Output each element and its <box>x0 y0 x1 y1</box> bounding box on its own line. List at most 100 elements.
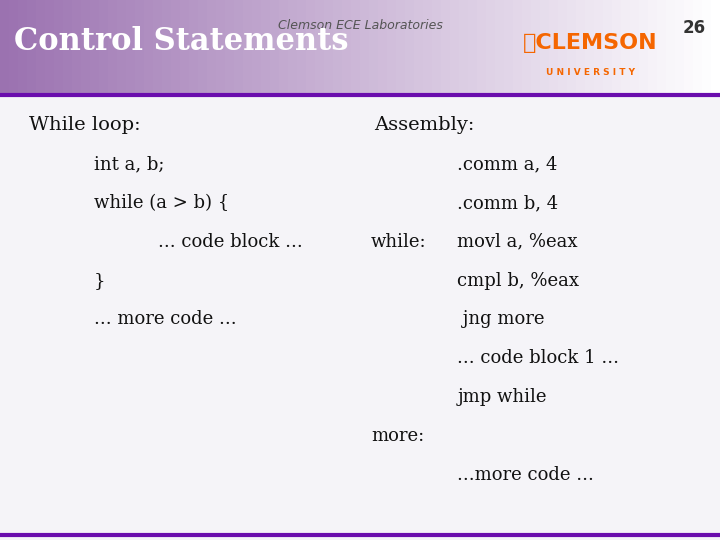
FancyBboxPatch shape <box>171 0 180 94</box>
FancyBboxPatch shape <box>360 0 369 94</box>
FancyBboxPatch shape <box>531 0 540 94</box>
FancyBboxPatch shape <box>252 0 261 94</box>
Text: Control Statements: Control Statements <box>14 26 349 57</box>
FancyBboxPatch shape <box>432 0 441 94</box>
FancyBboxPatch shape <box>540 0 549 94</box>
FancyBboxPatch shape <box>603 0 612 94</box>
FancyBboxPatch shape <box>198 0 207 94</box>
FancyBboxPatch shape <box>297 0 306 94</box>
FancyBboxPatch shape <box>423 0 432 94</box>
FancyBboxPatch shape <box>54 0 63 94</box>
FancyBboxPatch shape <box>693 0 702 94</box>
Text: jng more: jng more <box>457 310 545 328</box>
Text: U N I V E R S I T Y: U N I V E R S I T Y <box>546 68 635 77</box>
FancyBboxPatch shape <box>612 0 621 94</box>
FancyBboxPatch shape <box>567 0 576 94</box>
FancyBboxPatch shape <box>63 0 72 94</box>
FancyBboxPatch shape <box>189 0 198 94</box>
Text: jmp while: jmp while <box>457 388 546 406</box>
FancyBboxPatch shape <box>324 0 333 94</box>
FancyBboxPatch shape <box>549 0 558 94</box>
FancyBboxPatch shape <box>18 0 27 94</box>
FancyBboxPatch shape <box>81 0 90 94</box>
FancyBboxPatch shape <box>585 0 594 94</box>
Text: cmpl b, %eax: cmpl b, %eax <box>457 272 579 289</box>
FancyBboxPatch shape <box>711 0 720 94</box>
FancyBboxPatch shape <box>342 0 351 94</box>
FancyBboxPatch shape <box>477 0 486 94</box>
Text: Clemson ECE Laboratories: Clemson ECE Laboratories <box>278 19 442 32</box>
FancyBboxPatch shape <box>0 0 9 94</box>
FancyBboxPatch shape <box>666 0 675 94</box>
Text: 26: 26 <box>683 19 706 37</box>
FancyBboxPatch shape <box>288 0 297 94</box>
FancyBboxPatch shape <box>126 0 135 94</box>
FancyBboxPatch shape <box>630 0 639 94</box>
Text: while (a > b) {: while (a > b) { <box>94 194 229 212</box>
Text: While loop:: While loop: <box>29 116 140 134</box>
FancyBboxPatch shape <box>153 0 162 94</box>
FancyBboxPatch shape <box>576 0 585 94</box>
FancyBboxPatch shape <box>333 0 342 94</box>
Text: ... more code ...: ... more code ... <box>94 310 236 328</box>
FancyBboxPatch shape <box>135 0 144 94</box>
FancyBboxPatch shape <box>234 0 243 94</box>
Text: movl a, %eax: movl a, %eax <box>457 233 577 251</box>
FancyBboxPatch shape <box>621 0 630 94</box>
FancyBboxPatch shape <box>468 0 477 94</box>
FancyBboxPatch shape <box>279 0 288 94</box>
FancyBboxPatch shape <box>351 0 360 94</box>
FancyBboxPatch shape <box>405 0 414 94</box>
FancyBboxPatch shape <box>450 0 459 94</box>
FancyBboxPatch shape <box>657 0 666 94</box>
FancyBboxPatch shape <box>108 0 117 94</box>
FancyBboxPatch shape <box>45 0 54 94</box>
FancyBboxPatch shape <box>261 0 270 94</box>
FancyBboxPatch shape <box>90 0 99 94</box>
FancyBboxPatch shape <box>162 0 171 94</box>
FancyBboxPatch shape <box>243 0 252 94</box>
FancyBboxPatch shape <box>225 0 234 94</box>
FancyBboxPatch shape <box>639 0 648 94</box>
FancyBboxPatch shape <box>9 0 18 94</box>
FancyBboxPatch shape <box>180 0 189 94</box>
FancyBboxPatch shape <box>207 0 216 94</box>
FancyBboxPatch shape <box>99 0 108 94</box>
FancyBboxPatch shape <box>216 0 225 94</box>
Text: }: } <box>94 272 105 289</box>
FancyBboxPatch shape <box>513 0 522 94</box>
FancyBboxPatch shape <box>675 0 684 94</box>
FancyBboxPatch shape <box>504 0 513 94</box>
FancyBboxPatch shape <box>684 0 693 94</box>
FancyBboxPatch shape <box>378 0 387 94</box>
FancyBboxPatch shape <box>594 0 603 94</box>
FancyBboxPatch shape <box>144 0 153 94</box>
FancyBboxPatch shape <box>522 0 531 94</box>
FancyBboxPatch shape <box>558 0 567 94</box>
FancyBboxPatch shape <box>459 0 468 94</box>
Text: 🐾CLEMSON: 🐾CLEMSON <box>523 33 657 53</box>
FancyBboxPatch shape <box>414 0 423 94</box>
FancyBboxPatch shape <box>36 0 45 94</box>
FancyBboxPatch shape <box>702 0 711 94</box>
FancyBboxPatch shape <box>441 0 450 94</box>
Text: int a, b;: int a, b; <box>94 155 164 173</box>
FancyBboxPatch shape <box>315 0 324 94</box>
Text: ...more code ...: ...more code ... <box>457 466 594 484</box>
Text: ... code block 1 ...: ... code block 1 ... <box>457 349 619 367</box>
FancyBboxPatch shape <box>486 0 495 94</box>
FancyBboxPatch shape <box>117 0 126 94</box>
FancyBboxPatch shape <box>387 0 396 94</box>
FancyBboxPatch shape <box>27 0 36 94</box>
FancyBboxPatch shape <box>369 0 378 94</box>
FancyBboxPatch shape <box>72 0 81 94</box>
Text: while:: while: <box>371 233 426 251</box>
FancyBboxPatch shape <box>495 0 504 94</box>
FancyBboxPatch shape <box>396 0 405 94</box>
FancyBboxPatch shape <box>306 0 315 94</box>
Text: ... code block ...: ... code block ... <box>158 233 303 251</box>
Text: more:: more: <box>371 427 424 445</box>
FancyBboxPatch shape <box>648 0 657 94</box>
FancyBboxPatch shape <box>270 0 279 94</box>
Text: .comm a, 4: .comm a, 4 <box>457 155 557 173</box>
